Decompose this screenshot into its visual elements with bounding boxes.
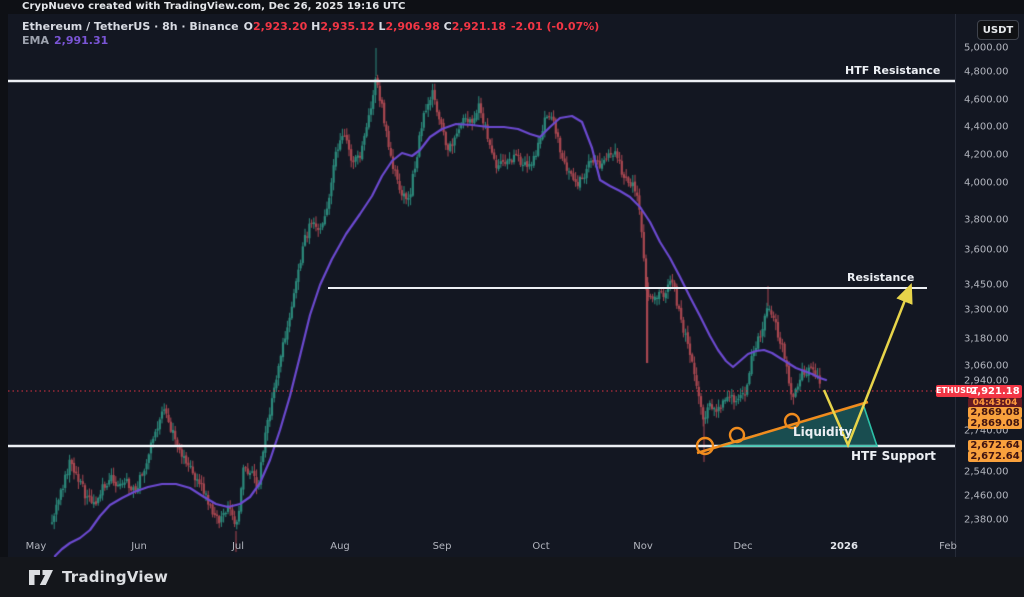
price-tick: 2,940.00 (964, 375, 1009, 387)
time-tick: May (25, 541, 47, 552)
time-tick: Dec (733, 541, 753, 552)
price-tick: 4,800.00 (964, 66, 1009, 78)
price-tick: 2,460.00 (964, 490, 1009, 502)
time-tick: Oct (532, 541, 550, 552)
price-tick: 4,000.00 (964, 177, 1009, 189)
price-tick: 3,300.00 (964, 304, 1009, 316)
symbol-price-tag: ETHUSDT (936, 385, 978, 397)
wick-highlight-circle[interactable] (695, 436, 715, 456)
liquidity-label[interactable]: Liquidity (793, 425, 853, 439)
ohlc-key: O (243, 20, 253, 33)
ema-value: 2,991.31 (53, 34, 109, 47)
brand-name: TradingView (62, 568, 169, 586)
currency-button[interactable]: USDT (977, 20, 1019, 40)
ohlc-values: O2,923.20 H2,935.12 L2,906.98 C2,921.18 (244, 20, 506, 34)
change-value: -2.01 (-0.07%) (510, 20, 600, 33)
ohlc-value: 2,935.12 (320, 20, 379, 33)
last-price-label: 2,921.18 (968, 385, 1022, 398)
price-tick: 3,060.00 (964, 360, 1009, 372)
price-tick: 2,380.00 (964, 514, 1009, 526)
orange-price-label: 2,869.08 (968, 418, 1022, 429)
price-tick: 3,180.00 (964, 333, 1009, 345)
orange-price-label: 2,672.64 (968, 451, 1022, 462)
price-tick: 2,540.00 (964, 466, 1009, 478)
projection-arrow[interactable] (822, 283, 913, 449)
chart-legend: Ethereum / TetherUS · 8h · Binance O2,92… (22, 20, 599, 48)
time-tick: Jul (231, 541, 245, 552)
attribution-text: CrypNuevo created with TradingView.com, … (22, 1, 406, 12)
price-tick: 5,000.00 (964, 42, 1009, 54)
price-tick: 4,400.00 (964, 121, 1009, 133)
htf-resistance-label[interactable]: HTF Resistance (845, 64, 941, 77)
ohlc-key: C (443, 20, 452, 33)
price-tick: 3,450.00 (964, 279, 1009, 291)
wick-highlight-circle[interactable] (728, 426, 746, 444)
price-tick: 4,600.00 (964, 94, 1009, 106)
time-tick: Aug (330, 541, 350, 552)
tradingview-logo-icon (29, 569, 53, 585)
time-scale[interactable]: May Jun Jul Aug Sep Oct Nov Dec 2026 Feb (8, 537, 957, 557)
drawings-overlay (8, 79, 955, 456)
htf-support-label[interactable]: HTF Support (851, 449, 936, 463)
ohlc-key: H (311, 20, 321, 33)
time-tick: Nov (633, 541, 653, 552)
tradingview-logo[interactable]: TradingView (28, 568, 168, 586)
orange-price-label: 2,869.08 (968, 407, 1022, 418)
brand-bar: TradingView (0, 557, 1024, 597)
bar-countdown-label: 04:43:04 (968, 398, 1022, 408)
wick-highlight-circle[interactable] (783, 412, 801, 430)
ohlc-value: 2,906.98 (385, 20, 444, 33)
ohlc-value: 2,923.20 (253, 20, 312, 33)
symbol-legend-row[interactable]: Ethereum / TetherUS · 8h · Binance O2,92… (22, 20, 599, 34)
ema-label: EMA (22, 34, 49, 47)
price-tick: 3,800.00 (964, 214, 1009, 226)
orange-price-label: 2,672.64 (968, 440, 1022, 451)
time-tick: Sep (432, 541, 452, 552)
symbol-title[interactable]: Ethereum / TetherUS · 8h · Binance (22, 20, 239, 33)
time-tick: Feb (939, 541, 957, 552)
time-tick: Jun (131, 541, 147, 552)
price-tick: 2,740.00 (964, 425, 1009, 437)
ohlc-value: 2,921.18 (451, 20, 506, 33)
ema-legend-row[interactable]: EMA 2,991.31 (22, 34, 599, 48)
candlestick-canvas[interactable] (8, 14, 955, 557)
price-tick: 4,200.00 (964, 149, 1009, 161)
ohlc-key: L (378, 20, 386, 33)
price-scale[interactable]: 5,000.00 4,800.00 4,600.00 4,400.00 4,200.00… (955, 14, 1024, 557)
time-tick: 2026 (830, 541, 858, 552)
price-tick: 3,600.00 (964, 244, 1009, 256)
resistance-label[interactable]: Resistance (847, 271, 915, 284)
ascending-trendline[interactable] (696, 400, 869, 455)
chart-pane[interactable] (8, 14, 955, 557)
